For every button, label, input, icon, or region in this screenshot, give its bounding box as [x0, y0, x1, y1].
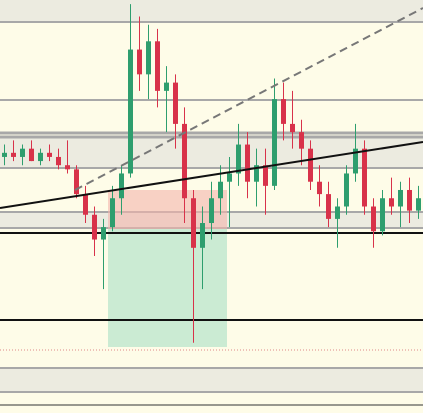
- zone: [0, 368, 423, 392]
- candle-body: [299, 132, 304, 149]
- candle-body: [191, 198, 196, 248]
- stop-zone: [108, 190, 227, 229]
- candle-body: [353, 148, 358, 174]
- candle-body: [236, 144, 241, 174]
- zone: [0, 0, 423, 22]
- candle-body: [380, 198, 385, 232]
- candle-body: [11, 152, 16, 157]
- candle-body: [362, 148, 367, 207]
- candle-body: [389, 198, 394, 207]
- candle-body: [407, 189, 412, 211]
- candle-body: [290, 123, 295, 133]
- candle-body: [209, 198, 214, 224]
- candle-body: [227, 173, 232, 182]
- candle-body: [65, 165, 70, 170]
- candle-body: [110, 198, 115, 228]
- candle-body: [272, 99, 277, 186]
- candle-body: [398, 189, 403, 207]
- target-zone: [108, 229, 227, 347]
- candle-body: [20, 148, 25, 157]
- candle-body: [173, 82, 178, 124]
- candle-body: [164, 82, 169, 91]
- candle-body: [371, 206, 376, 232]
- candle-body: [254, 165, 259, 182]
- candle-body: [119, 173, 124, 199]
- candle-body: [218, 181, 223, 199]
- candle-body: [128, 49, 133, 174]
- trend-line: [74, 7, 423, 191]
- trend-line: [0, 141, 423, 209]
- candle-body: [101, 227, 106, 240]
- candle-body: [38, 152, 43, 162]
- candle-body: [182, 123, 187, 199]
- candle-body: [29, 148, 34, 162]
- candle-body: [137, 49, 142, 75]
- candle-body: [92, 214, 97, 240]
- candle-body: [326, 194, 331, 219]
- candle-body: [2, 152, 7, 157]
- candle-body: [245, 144, 250, 182]
- candle-body: [335, 206, 340, 219]
- candle-body: [308, 148, 313, 182]
- candle-body: [416, 198, 421, 211]
- candle-body: [344, 173, 349, 207]
- candle-body: [146, 41, 151, 75]
- candle-body: [83, 194, 88, 215]
- candle-body: [56, 156, 61, 166]
- candle-body: [317, 181, 322, 195]
- candles: [2, 4, 421, 343]
- candle-body: [155, 41, 160, 91]
- candle-body: [47, 152, 52, 157]
- candle-body: [263, 165, 268, 186]
- candle-body: [74, 169, 79, 195]
- candle-body: [281, 99, 286, 124]
- candle-body: [200, 223, 205, 248]
